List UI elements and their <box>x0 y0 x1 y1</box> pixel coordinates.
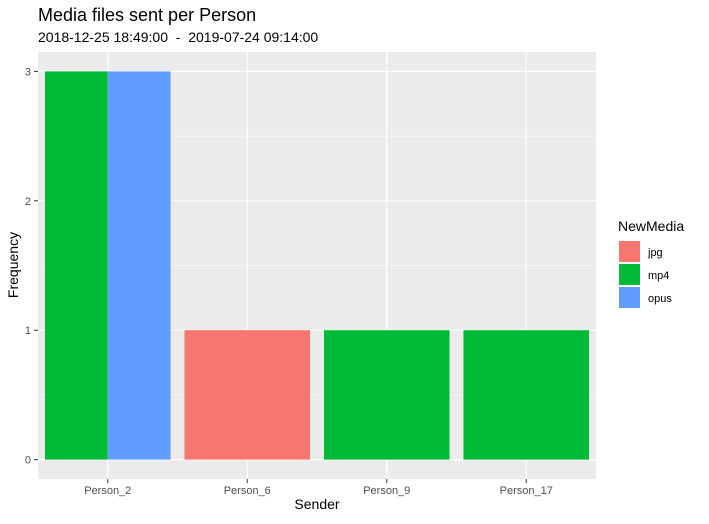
legend-key-mp4 <box>619 264 640 285</box>
y-tick-label: 3 <box>25 66 31 78</box>
x-tick-label: Person_17 <box>500 485 553 497</box>
bar-person-6-jpg <box>184 330 311 460</box>
axes-layer: 0 1 2 3 Person_2 Person_6 Person_9 Person_17 <box>25 66 553 497</box>
y-tick-label: 0 <box>25 455 31 467</box>
x-tick-label: Person_9 <box>363 485 410 497</box>
legend-label-jpg: jpg <box>647 247 663 259</box>
legend-label-mp4: mp4 <box>648 270 669 282</box>
bar-person-9-mp4 <box>323 330 450 460</box>
bar-person-2-mp4 <box>44 71 108 460</box>
y-tick-label: 1 <box>25 325 31 337</box>
x-tick-label: Person_6 <box>224 485 271 497</box>
chart-title: Media files sent per Person <box>38 5 256 25</box>
y-axis-label: Frequency <box>5 232 21 298</box>
legend-key-jpg <box>619 241 640 262</box>
chart-subtitle: 2018-12-25 18:49:00 - 2019-07-24 09:14:0… <box>38 29 318 45</box>
x-axis-label: Sender <box>294 496 339 512</box>
legend-title: NewMedia <box>618 218 684 234</box>
legend-label-opus: opus <box>648 293 672 305</box>
legend: NewMedia jpg mp4 opus <box>618 218 684 308</box>
x-tick-label: Person_2 <box>84 485 131 497</box>
bars-layer <box>44 71 590 460</box>
bar-person-17-mp4 <box>463 330 590 460</box>
legend-items: jpg mp4 opus <box>619 241 672 308</box>
legend-key-opus <box>619 287 640 308</box>
y-tick-label: 2 <box>25 196 31 208</box>
bar-person-2-opus <box>107 71 171 460</box>
